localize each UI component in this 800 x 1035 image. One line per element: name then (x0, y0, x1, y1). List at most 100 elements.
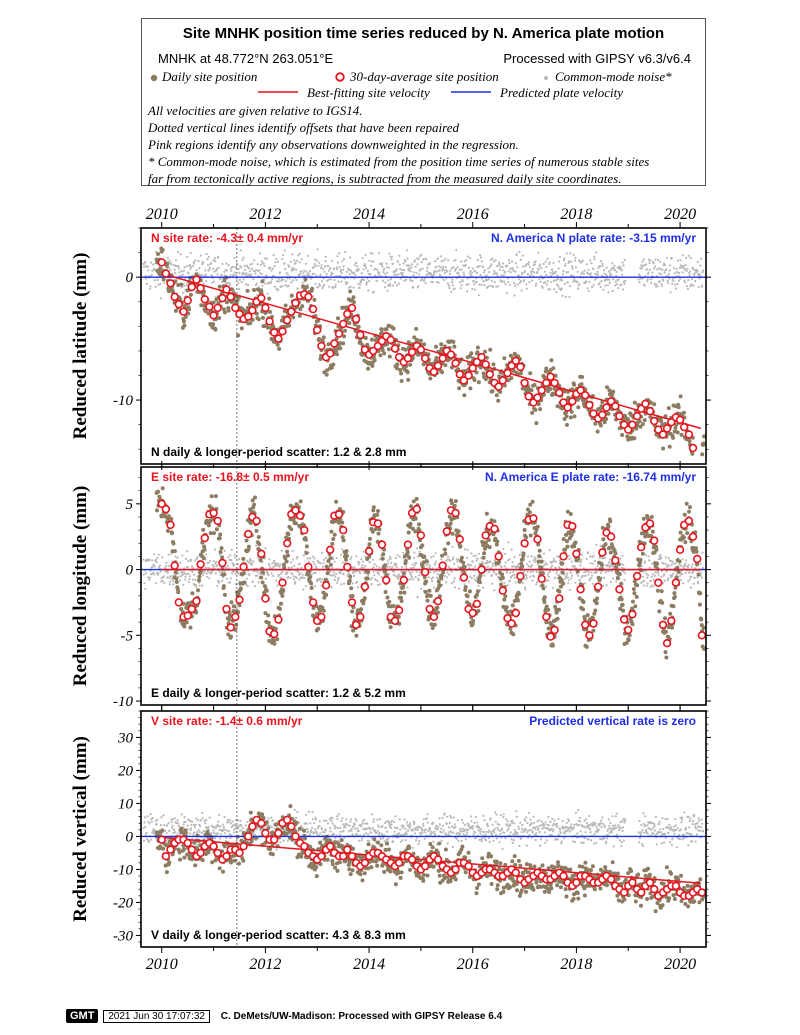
common-mode-point (453, 562, 456, 566)
common-mode-point (660, 570, 664, 573)
common-mode-point (533, 575, 536, 578)
common-mode-point (179, 253, 182, 256)
common-mode-point (533, 561, 537, 564)
common-mode-point (233, 553, 236, 556)
daily-point (439, 573, 444, 578)
daily-point (581, 600, 586, 604)
common-mode-point (291, 549, 294, 553)
daily-point (257, 542, 262, 547)
common-mode-point (313, 557, 316, 560)
daily-point (236, 591, 241, 596)
common-mode-point (308, 557, 311, 560)
daily-point (281, 562, 286, 567)
common-mode-point (197, 260, 200, 263)
daily-point (632, 400, 637, 405)
common-mode-point (556, 278, 559, 281)
daily-point (304, 285, 309, 289)
daily-point (537, 548, 542, 553)
common-mode-point (445, 576, 448, 579)
common-mode-point (447, 565, 450, 569)
common-mode-point (508, 261, 511, 265)
common-mode-point (433, 571, 436, 574)
common-mode-point (430, 556, 433, 559)
daily-point (298, 307, 303, 312)
common-mode-point (490, 263, 493, 266)
common-mode-point (225, 269, 229, 272)
common-mode-point (291, 572, 294, 575)
daily-point (247, 302, 252, 307)
common-mode-point (258, 572, 261, 576)
common-mode-point (657, 267, 660, 270)
common-mode-point (672, 267, 676, 270)
common-mode-point (449, 559, 452, 563)
common-mode-point (324, 255, 327, 258)
common-mode-point (605, 584, 608, 587)
common-mode-point (691, 278, 694, 281)
common-mode-point (622, 288, 625, 291)
common-mode-point (701, 551, 704, 554)
common-mode-point (185, 284, 188, 287)
common-mode-point (213, 548, 216, 551)
daily-point (632, 579, 637, 584)
daily-point (482, 551, 487, 556)
daily-point (481, 555, 486, 560)
daily-point (503, 594, 508, 599)
common-mode-point (384, 286, 387, 289)
common-mode-point (278, 280, 281, 283)
common-mode-point (268, 558, 271, 561)
common-mode-point (163, 281, 166, 284)
common-mode-point (525, 574, 528, 578)
common-mode-point (403, 279, 406, 282)
common-mode-point (371, 576, 374, 579)
common-mode-point (588, 280, 591, 283)
daily-point (179, 607, 184, 611)
daily-point (425, 598, 430, 603)
common-mode-point (271, 562, 274, 565)
common-mode-point (465, 283, 468, 286)
common-mode-point (567, 582, 570, 585)
daily-point (165, 261, 170, 266)
common-mode-point (371, 252, 374, 255)
daily-point (261, 315, 265, 320)
common-mode-point (553, 560, 556, 563)
common-mode-point (665, 268, 668, 271)
common-mode-point (570, 560, 573, 563)
common-mode-point (411, 279, 414, 283)
daily-point (316, 318, 321, 323)
scatter-label: N daily & longer-period scatter: 1.2 & 2… (151, 445, 406, 459)
average-point (451, 359, 460, 368)
common-mode-point (538, 278, 541, 281)
common-mode-point (624, 279, 627, 283)
common-mode-point (339, 571, 342, 575)
common-mode-point (333, 573, 336, 577)
common-mode-point (551, 268, 554, 271)
common-mode-point (355, 580, 359, 584)
common-mode-point (674, 287, 677, 290)
common-mode-point (591, 582, 594, 586)
daily-point (286, 532, 291, 537)
daily-point (522, 528, 527, 532)
common-mode-point (144, 277, 147, 280)
common-mode-point (386, 271, 389, 274)
common-mode-point (535, 583, 538, 586)
daily-point (428, 376, 433, 381)
common-mode-point (151, 565, 154, 569)
common-mode-point (434, 560, 438, 563)
daily-point (580, 375, 585, 379)
daily-point (229, 287, 234, 292)
common-mode-point (487, 267, 490, 270)
common-mode-point (252, 560, 255, 563)
daily-point (405, 370, 410, 375)
common-mode-point (505, 571, 508, 574)
daily-point (308, 575, 313, 579)
average-point (170, 292, 179, 301)
common-mode-point (241, 258, 244, 261)
daily-point (495, 539, 500, 544)
common-mode-point (244, 283, 248, 286)
common-mode-point (214, 572, 217, 575)
average-point (511, 356, 520, 365)
common-mode-point (534, 260, 537, 263)
common-mode-point (565, 574, 568, 577)
daily-point (221, 584, 226, 589)
common-mode-point (467, 580, 470, 583)
